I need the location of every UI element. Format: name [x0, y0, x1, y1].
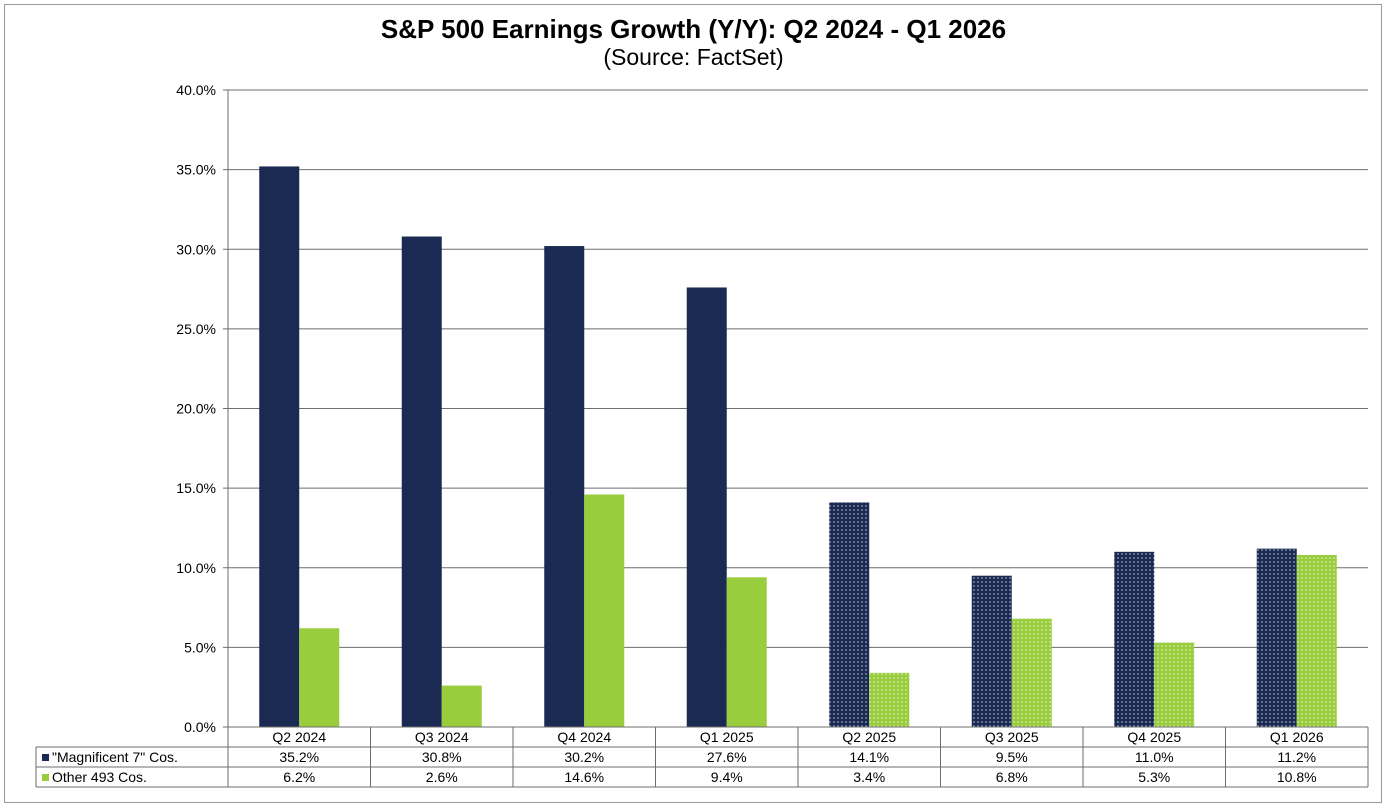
legend-swatch-magnificent-7: [42, 754, 49, 761]
bar-magnificent-7: [259, 166, 300, 727]
data-label-other-493: 3.4%: [853, 769, 885, 785]
data-label-other-493: 5.3%: [1138, 769, 1170, 785]
data-label-magnificent-7: 30.8%: [422, 749, 462, 765]
bar-magnificent-7: [401, 236, 442, 727]
bar-magnificent-7: [686, 287, 727, 727]
legend-label-magnificent-7: "Magnificent 7" Cos.: [52, 749, 178, 765]
y-tick-label: 35.0%: [176, 162, 216, 178]
chart-frame: [4, 4, 1382, 803]
y-tick-label: 0.0%: [184, 719, 216, 735]
x-tick-label: Q4 2025: [1127, 729, 1181, 745]
y-tick-label: 30.0%: [176, 241, 216, 257]
bar-other-493: [1154, 642, 1195, 727]
data-label-other-493: 14.6%: [564, 769, 604, 785]
y-tick-label: 25.0%: [176, 321, 216, 337]
data-label-other-493: 10.8%: [1277, 769, 1317, 785]
data-label-magnificent-7: 27.6%: [707, 749, 747, 765]
y-tick-label: 10.0%: [176, 560, 216, 576]
bar-other-493: [1011, 618, 1052, 727]
x-tick-label: Q1 2026: [1270, 729, 1324, 745]
bar-magnificent-7: [544, 246, 585, 727]
x-tick-label: Q2 2025: [842, 729, 896, 745]
legend-label-other-493: Other 493 Cos.: [52, 769, 147, 785]
chart-subtitle: (Source: FactSet): [603, 44, 784, 70]
bar-magnificent-7: [829, 502, 870, 727]
data-label-other-493: 9.4%: [711, 769, 743, 785]
data-label-other-493: 6.8%: [996, 769, 1028, 785]
y-tick-label: 20.0%: [176, 401, 216, 417]
data-label-other-493: 6.2%: [283, 769, 315, 785]
chart-title: S&P 500 Earnings Growth (Y/Y): Q2 2024 -…: [380, 14, 1007, 44]
x-tick-label: Q4 2024: [557, 729, 611, 745]
data-label-magnificent-7: 30.2%: [564, 749, 604, 765]
x-tick-label: Q3 2024: [415, 729, 469, 745]
bar-magnificent-7: [1114, 551, 1155, 727]
bar-magnificent-7: [971, 575, 1012, 727]
x-tick-label: Q3 2025: [985, 729, 1039, 745]
x-tick-label: Q2 2024: [272, 729, 326, 745]
bar-magnificent-7: [1256, 548, 1297, 727]
x-tick-label: Q1 2025: [700, 729, 754, 745]
y-tick-label: 15.0%: [176, 480, 216, 496]
data-label-magnificent-7: 9.5%: [996, 749, 1028, 765]
bar-other-493: [441, 685, 482, 727]
data-label-magnificent-7: 11.0%: [1135, 749, 1174, 765]
bar-other-493: [299, 628, 340, 727]
bar-other-493: [869, 672, 910, 727]
data-label-other-493: 2.6%: [426, 769, 458, 785]
data-label-magnificent-7: 35.2%: [279, 749, 319, 765]
y-tick-label: 5.0%: [184, 639, 216, 655]
bar-other-493: [584, 494, 625, 727]
bar-other-493: [726, 577, 767, 727]
y-tick-label: 40.0%: [176, 82, 216, 98]
legend-swatch-other-493: [42, 774, 49, 781]
data-label-magnificent-7: 11.2%: [1277, 749, 1316, 765]
bar-other-493: [1296, 555, 1337, 727]
data-label-magnificent-7: 14.1%: [849, 749, 889, 765]
